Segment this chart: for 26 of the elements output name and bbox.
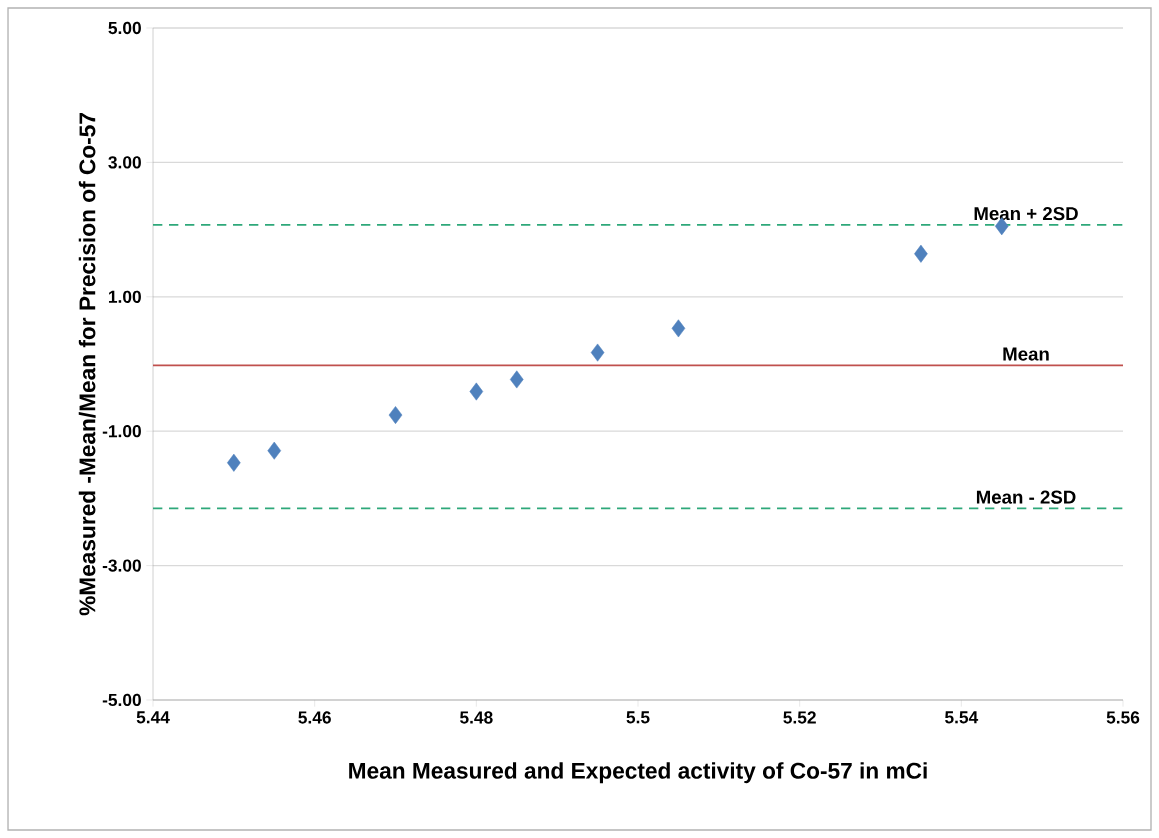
x-tick-label: 5.46 <box>298 711 331 724</box>
point <box>914 244 928 263</box>
x-tick-label: 5.52 <box>783 711 816 724</box>
y-tick-label: 5.00 <box>108 21 141 35</box>
x-tick-label: 5.54 <box>945 711 979 724</box>
y-tick-label: -1.00 <box>102 425 141 438</box>
point <box>509 370 524 389</box>
point <box>469 382 484 401</box>
y-axis-title: %Measured -Mean/Mean for Precision of Co-57 <box>78 113 96 616</box>
y-tick-label: -3.00 <box>102 559 141 572</box>
y-tick-label: -5.00 <box>102 693 141 707</box>
x-axis-title: Mean Measured and Expected activity of Co-57 in mCi <box>349 762 927 784</box>
ref-line-label: Mean + 2SD <box>974 206 1078 221</box>
y-tick-label: 3.00 <box>108 156 141 169</box>
x-tick-label: 5.5 <box>626 711 650 724</box>
point <box>671 319 686 338</box>
point <box>227 453 241 472</box>
point <box>267 441 282 460</box>
y-tick-label: 1.00 <box>108 290 141 303</box>
ref-line-label: Mean <box>1003 347 1049 361</box>
ref-line-label: Mean - 2SD <box>976 490 1076 504</box>
point <box>590 343 605 362</box>
point <box>388 406 403 424</box>
x-tick-label: 5.56 <box>1106 711 1140 724</box>
x-tick-label: 5.44 <box>136 711 170 724</box>
x-tick-label: 5.48 <box>460 711 493 724</box>
